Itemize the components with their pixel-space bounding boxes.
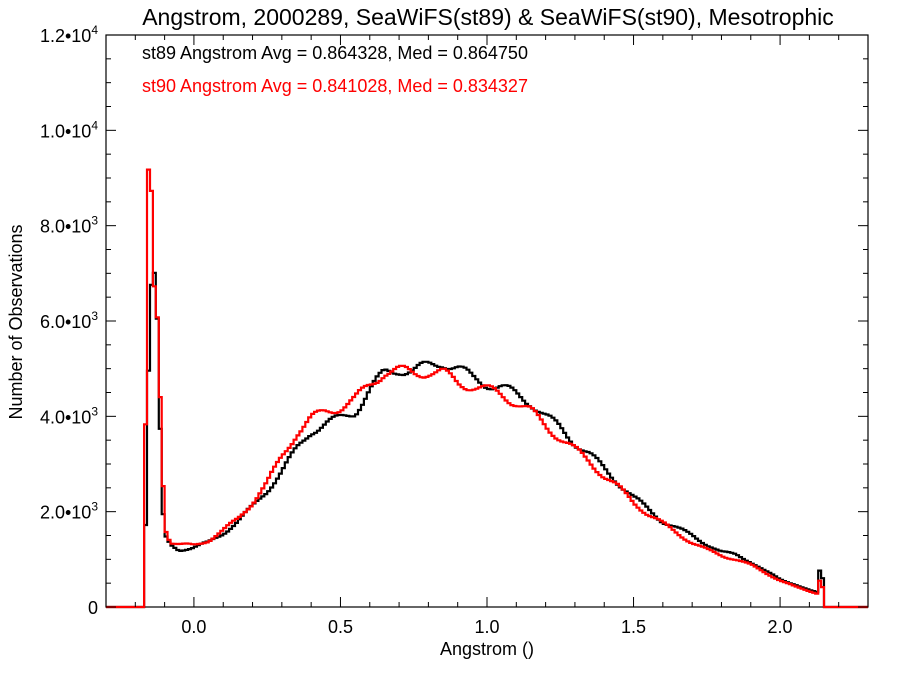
- annotation-1: st89 Angstrom Avg = 0.864328, Med = 0.86…: [142, 43, 528, 63]
- annotation-2: st90 Angstrom Avg = 0.841028, Med = 0.83…: [142, 76, 528, 96]
- series-line-1: [106, 168, 868, 609]
- y-tick-label: 6.0•103: [40, 309, 98, 332]
- y-tick-label: 1.0•104: [40, 118, 98, 141]
- x-tick-label: 2.0: [768, 617, 793, 637]
- series-layer: [106, 168, 868, 609]
- x-tick-label: 0.5: [328, 617, 353, 637]
- x-tick-label: 1.5: [621, 617, 646, 637]
- y-tick-label: 4.0•103: [40, 404, 98, 427]
- x-tick-label: 1.0: [474, 617, 499, 637]
- chart-title: Angstrom, 2000289, SeaWiFS(st89) & SeaWi…: [142, 4, 834, 30]
- x-tick-label: 0.0: [181, 617, 206, 637]
- y-tick-label: 8.0•103: [40, 214, 98, 237]
- annotations: st89 Angstrom Avg = 0.864328, Med = 0.86…: [142, 43, 528, 96]
- y-tick-label: 2.0•103: [40, 500, 98, 523]
- axis-ticks: 0.0 0.5 1.0 1.5 2.0 0 2.0•103 4.0•103 6.0•103 8.0…: [40, 23, 869, 637]
- y-axis-label: Number of Observations: [6, 224, 26, 419]
- y-tick-label: 0: [88, 598, 98, 618]
- y-tick-label: 1.2•104: [40, 23, 98, 46]
- x-axis-label: Angstrom (): [440, 639, 534, 659]
